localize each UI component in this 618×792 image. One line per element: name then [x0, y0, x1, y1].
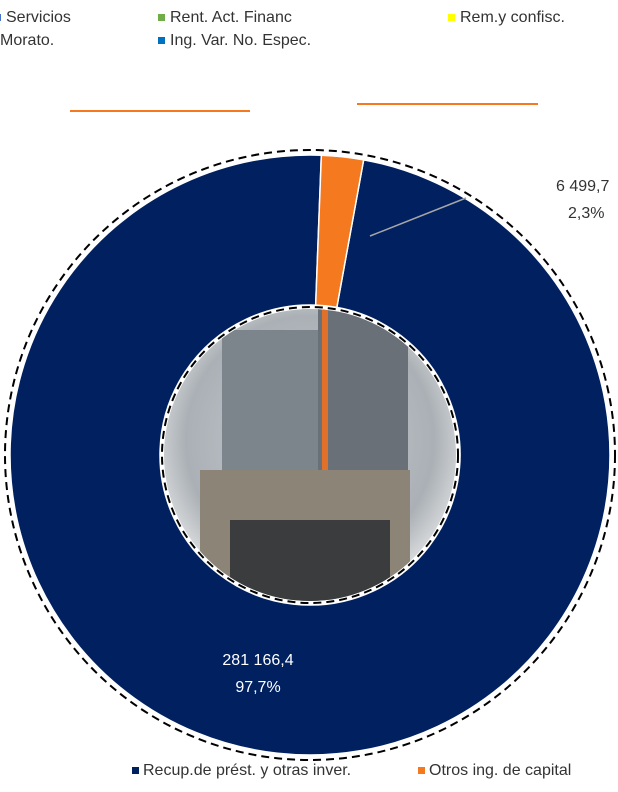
legend-label: Servicios	[6, 9, 71, 26]
chart: Servicios Morato. Rent. Act. Financ Rem.y c…	[0, 0, 618, 792]
value-label: 281 166,4	[222, 652, 293, 669]
legend-marker	[158, 14, 165, 21]
legend-label: Recup.de prést. y otras inver.	[143, 762, 351, 779]
value-label: 6 499,7	[556, 178, 609, 195]
legend-label: Rem.y confisc.	[460, 9, 565, 26]
legend-marker	[448, 14, 455, 21]
legend-label: Morato.	[0, 32, 54, 49]
legend-label: Rent. Act. Financ	[170, 9, 292, 26]
legend-marker	[158, 37, 165, 44]
page: {"other_legend": {"items": [ {"label": "…	[0, 0, 618, 792]
percent-label: 2,3%	[568, 205, 604, 222]
legend-marker	[132, 767, 139, 774]
percent-label: 97,7%	[235, 679, 280, 696]
legend-label: Otros ing. de capital	[429, 762, 571, 779]
legend-marker	[0, 14, 1, 21]
legend-marker	[418, 767, 425, 774]
legend-label: Ing. Var. No. Espec.	[170, 32, 311, 49]
